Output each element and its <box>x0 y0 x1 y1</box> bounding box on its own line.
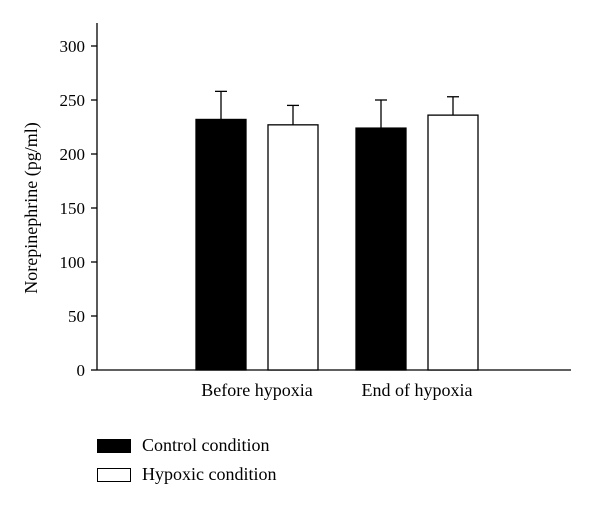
bar-hypoxic-end <box>427 114 479 371</box>
legend: Control condition Hypoxic condition <box>97 431 276 489</box>
x-tick-label: End of hypoxia <box>362 380 473 400</box>
legend-label-hypoxic: Hypoxic condition <box>142 464 277 484</box>
legend-swatch-hypoxic <box>97 467 131 482</box>
legend-swatch-control <box>97 438 131 453</box>
y-tick-label: 250 <box>60 91 86 110</box>
x-axis: Before hypoxia End of hypoxia <box>97 369 571 400</box>
legend-label-control: Control condition <box>142 435 270 455</box>
y-axis: 0 50 100 150 200 250 300 <box>60 23 98 380</box>
legend-item-control: Control condition <box>97 431 276 460</box>
y-tick-label: 50 <box>68 307 85 326</box>
y-tick-label: 0 <box>77 361 86 380</box>
bar-control-end <box>355 127 407 371</box>
y-tick-label: 300 <box>60 37 86 56</box>
x-tick-label: Before hypoxia <box>201 380 312 400</box>
bar-series <box>195 90 479 371</box>
bar-control-before <box>195 118 247 371</box>
y-axis-title: Norepinephrine (pg/ml) <box>21 122 42 293</box>
y-tick-label: 200 <box>60 145 86 164</box>
y-tick-label: 150 <box>60 199 86 218</box>
bar-hypoxic-before <box>267 124 319 371</box>
y-tick-label: 100 <box>60 253 86 272</box>
legend-item-hypoxic: Hypoxic condition <box>97 460 276 489</box>
